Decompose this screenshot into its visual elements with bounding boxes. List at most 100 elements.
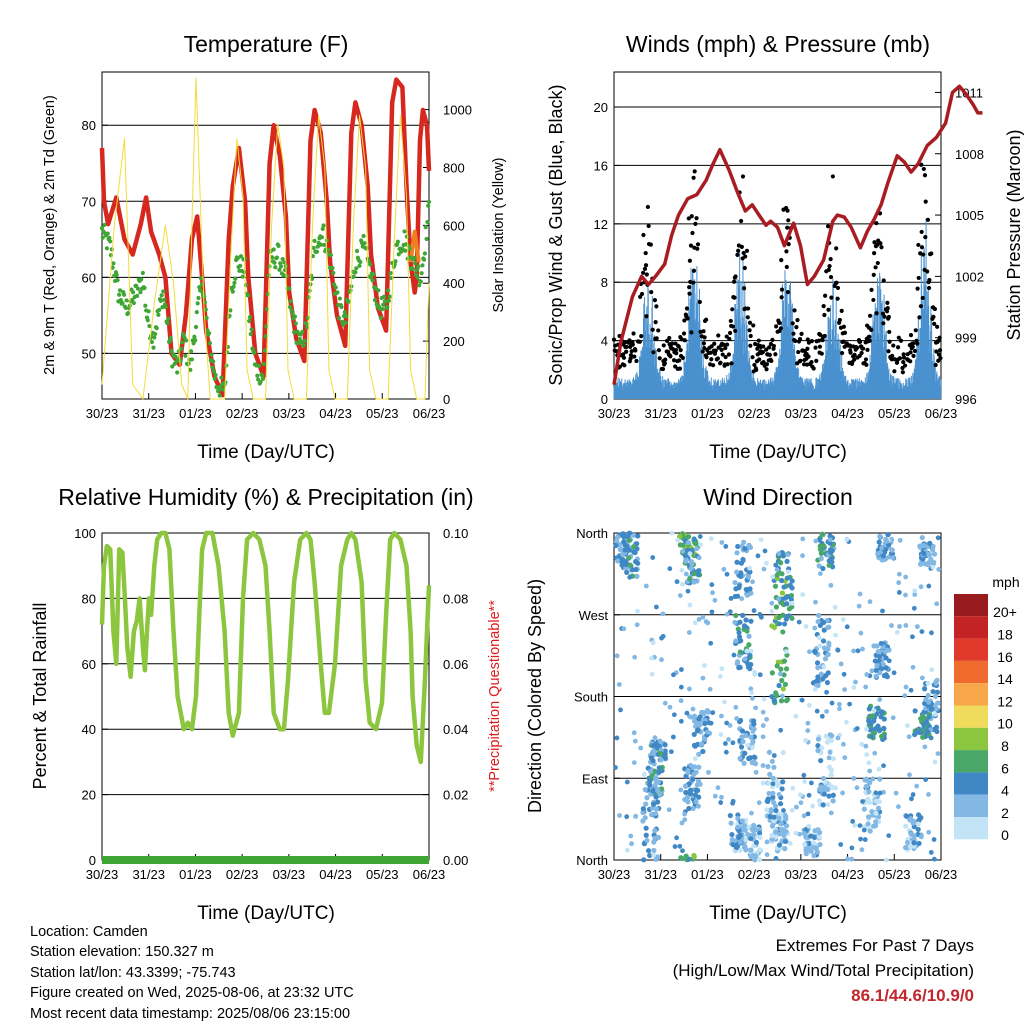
wind-gust-point xyxy=(932,321,937,327)
wind-direction-point xyxy=(883,672,889,678)
wind-direction-point xyxy=(679,567,685,573)
wind-gust-point xyxy=(708,350,714,355)
wind-direction-point xyxy=(866,789,872,795)
wind-gust-point xyxy=(916,275,921,281)
wind-gust-point xyxy=(747,320,753,325)
x-tick-label: 03/23 xyxy=(273,406,306,421)
wind-direction-point xyxy=(752,857,758,863)
station-info: Location: Camden Station elevation: 150.… xyxy=(30,922,354,1024)
dewpoint-point xyxy=(243,283,248,288)
temperature-title: Temperature (F) xyxy=(184,31,349,57)
x-tick-label: 03/23 xyxy=(273,867,306,882)
x-tick-label: 04/23 xyxy=(831,867,864,882)
wind-direction-point xyxy=(793,713,799,719)
wind-direction-point xyxy=(775,782,781,789)
wind-direction-point xyxy=(697,781,703,787)
wind-direction-point xyxy=(910,664,916,670)
wind-direction-point xyxy=(678,667,684,672)
wind-direction-point xyxy=(624,847,630,853)
wind-direction-point xyxy=(910,820,916,826)
wind-direction-point xyxy=(733,844,740,851)
wind-gust-point xyxy=(751,323,756,328)
dewpoint-point xyxy=(142,285,147,291)
wind-direction-point xyxy=(732,593,738,600)
wind-gust-point xyxy=(785,208,790,213)
wind-direction-point xyxy=(740,612,746,618)
extremes-title: Extremes For Past 7 Days xyxy=(775,936,974,955)
wind-direction-point xyxy=(677,593,683,598)
wind-direction-point xyxy=(728,820,734,826)
wind-gust-point xyxy=(621,355,627,360)
wind-direction-point xyxy=(897,537,903,543)
wind-y-label: 16 xyxy=(594,158,608,173)
wind-direction-point xyxy=(758,537,764,543)
dewpoint-point xyxy=(242,270,247,275)
colorbar-swatch xyxy=(954,705,988,728)
dewpoint-point xyxy=(385,304,390,309)
wind-direction-point xyxy=(749,690,754,696)
dewpoint-point xyxy=(246,293,251,298)
colorbar-swatch xyxy=(954,772,988,795)
wind-direction-point xyxy=(667,566,673,572)
wind-direction-point xyxy=(753,769,759,775)
wind-direction-point xyxy=(739,728,746,734)
wind-direction-point xyxy=(849,856,855,862)
wind-direction-point xyxy=(743,617,749,623)
dewpoint-point xyxy=(402,229,407,234)
dewpoint-point xyxy=(248,331,253,337)
wind-gust-point xyxy=(730,307,735,312)
dewpoint-point xyxy=(339,304,344,310)
wind-direction-point xyxy=(896,571,902,577)
wind-direction-point xyxy=(794,804,799,810)
wind-gust-point xyxy=(756,338,761,343)
wind-gust-point xyxy=(641,270,646,275)
wind-direction-point xyxy=(773,829,779,835)
wind-direction-point xyxy=(864,672,870,677)
wind-direction-point xyxy=(838,661,844,667)
wind-gust-point xyxy=(741,286,747,291)
dewpoint-point xyxy=(426,203,431,208)
temp-y-label: 80 xyxy=(82,118,96,133)
wind-gust-point xyxy=(817,344,823,349)
wind-direction-point xyxy=(829,733,835,739)
wind-gust-point xyxy=(908,350,913,355)
wind-direction-point xyxy=(783,828,789,835)
wind-direction-point xyxy=(671,712,677,718)
wind-direction-point xyxy=(926,699,932,705)
wind-direction-point xyxy=(650,742,656,749)
wind-gust-point xyxy=(798,358,803,363)
wind-gust-point xyxy=(631,331,636,336)
wind-direction-point xyxy=(731,652,737,658)
wind-gust-point xyxy=(841,324,847,329)
wind-direction-point xyxy=(851,776,857,781)
wind-gust-point xyxy=(746,306,751,311)
wind-gust-point xyxy=(639,334,644,339)
dewpoint-point xyxy=(320,226,325,231)
dewpoint-point xyxy=(230,289,235,294)
wind-direction-point xyxy=(814,660,821,666)
wind-gust-point xyxy=(886,349,891,354)
wind-gust-point xyxy=(813,345,818,350)
wind-direction-point xyxy=(751,754,757,760)
wind-direction-point xyxy=(633,813,639,819)
wind-direction-point xyxy=(916,817,922,823)
wind-direction-point xyxy=(682,817,688,823)
wind-direction-point xyxy=(688,566,694,572)
dewpoint-point xyxy=(147,323,152,329)
wind-direction-point xyxy=(692,756,698,762)
wind-direction-point xyxy=(835,647,841,653)
dewpoint-point xyxy=(416,264,421,269)
x-tick-label: 01/23 xyxy=(179,406,212,421)
dewpoint-point xyxy=(183,353,188,358)
dewpoint-point xyxy=(138,290,143,295)
dewpoint-point xyxy=(115,278,120,283)
wind-direction-point xyxy=(932,711,938,717)
wind-gust-point xyxy=(842,330,848,335)
wind-direction-point xyxy=(640,806,646,812)
wind-gust-point xyxy=(797,337,803,342)
x-tick-label: 02/23 xyxy=(738,406,771,421)
wind-y-label: 4 xyxy=(601,334,608,349)
wind-direction-point xyxy=(911,605,917,611)
wind-y-label: 12 xyxy=(594,217,608,232)
wind-direction-point xyxy=(873,673,879,679)
